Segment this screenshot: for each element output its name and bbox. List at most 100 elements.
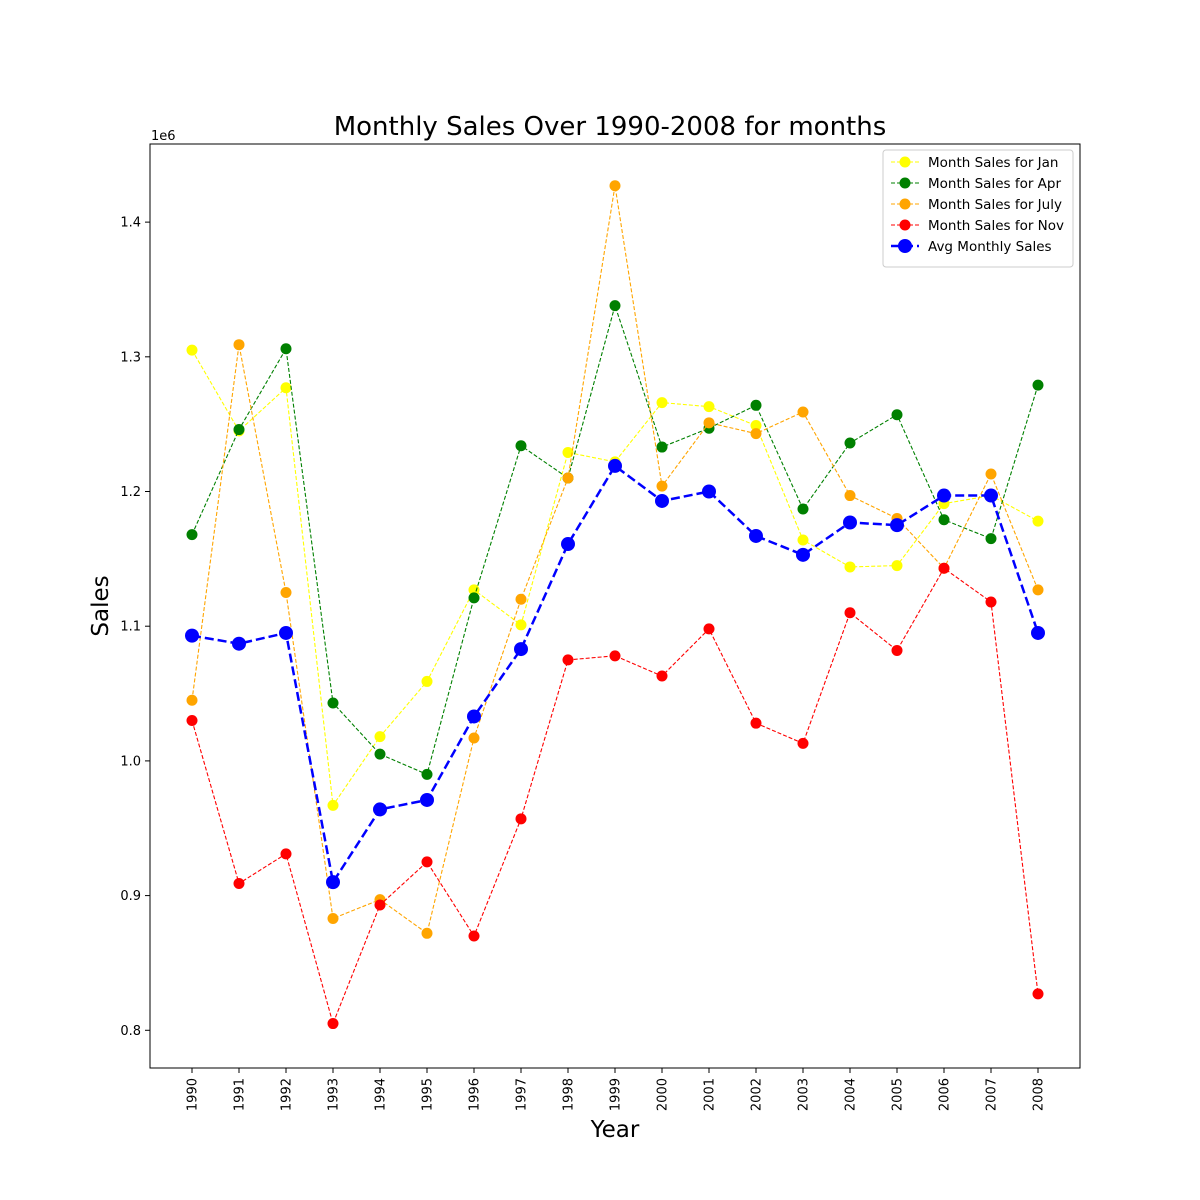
data-point [421, 856, 433, 868]
data-point [844, 607, 856, 619]
x-axis-ticks: 1990 1991 1992 1993 1994 1995 1996 1997 1998 1999… [186, 1068, 1047, 1111]
data-point [796, 547, 810, 562]
data-point [327, 799, 339, 811]
legend-marker [899, 156, 911, 168]
data-point [703, 623, 715, 635]
x-axis-title: Year [590, 1117, 640, 1143]
x-tick-label: 2005 [891, 1078, 906, 1111]
data-point [797, 406, 809, 418]
legend-label: Month Sales for Nov [928, 218, 1064, 234]
x-tick-label: 1992 [280, 1078, 295, 1111]
data-point [515, 813, 527, 825]
series-1 [186, 300, 1044, 780]
x-tick-label: 1997 [515, 1078, 530, 1111]
data-point [561, 537, 575, 552]
data-point [374, 731, 386, 743]
x-tick-label: 2003 [797, 1078, 812, 1111]
data-point [186, 529, 198, 541]
legend-box [882, 149, 1074, 268]
data-point [703, 417, 715, 429]
data-point [938, 562, 950, 574]
legend-item: Month Sales for Apr [891, 176, 1061, 192]
data-point [608, 458, 622, 473]
data-point [655, 493, 669, 508]
y-tick-label: 1.4 [120, 216, 141, 231]
data-point [421, 675, 433, 687]
data-point [797, 737, 809, 749]
data-point [844, 437, 856, 449]
data-point [233, 877, 245, 889]
data-point [1032, 988, 1044, 1000]
x-tick-label: 2002 [750, 1078, 765, 1111]
legend-item: Avg Monthly Sales [891, 239, 1052, 255]
data-point [937, 488, 951, 503]
legend-item: Month Sales for July [891, 197, 1062, 213]
y-tick-label: 1.3 [120, 350, 141, 365]
data-point [279, 625, 293, 640]
data-point [327, 1018, 339, 1030]
data-point [280, 848, 292, 860]
x-tick-label: 2004 [844, 1078, 859, 1111]
data-point [797, 503, 809, 515]
legend-marker [898, 239, 912, 253]
data-point [280, 382, 292, 394]
series-layer [185, 180, 1045, 1030]
data-point [609, 300, 621, 312]
data-point [326, 875, 340, 890]
data-point [797, 534, 809, 546]
data-point [891, 560, 903, 572]
data-point [562, 654, 574, 666]
data-point [562, 472, 574, 484]
x-tick-label: 1991 [233, 1078, 248, 1111]
data-point [515, 593, 527, 605]
data-point [327, 912, 339, 924]
legend-item: Month Sales for Jan [891, 155, 1059, 171]
data-point [374, 899, 386, 911]
data-point [1032, 584, 1044, 596]
data-point [749, 528, 763, 543]
legend-label: Month Sales for July [928, 197, 1062, 213]
data-point [891, 644, 903, 656]
data-point [1032, 379, 1044, 391]
data-point [703, 401, 715, 413]
x-tick-label: 1993 [327, 1078, 342, 1111]
data-point [280, 343, 292, 355]
data-point [1032, 515, 1044, 527]
data-point [938, 514, 950, 526]
data-point [844, 561, 856, 573]
data-point [515, 619, 527, 631]
legend: Month Sales for Jan Month Sales for Apr Mo… [882, 149, 1074, 268]
x-tick-label: 2007 [985, 1078, 1000, 1111]
data-point [609, 650, 621, 662]
series-3 [186, 562, 1044, 1030]
x-tick-label: 1990 [186, 1078, 201, 1111]
legend-item: Month Sales for Nov [891, 218, 1064, 234]
data-point [514, 642, 528, 657]
data-point [656, 397, 668, 409]
data-point [468, 584, 480, 596]
data-point [515, 440, 527, 452]
data-point [750, 420, 762, 432]
data-point [467, 709, 481, 724]
data-point [186, 714, 198, 726]
x-tick-label: 1999 [609, 1078, 624, 1111]
legend-label: Month Sales for Jan [928, 155, 1059, 171]
data-point [609, 180, 621, 192]
data-point [1031, 625, 1045, 640]
legend-marker [899, 198, 911, 210]
x-tick-label: 1994 [374, 1078, 389, 1111]
data-point [750, 428, 762, 440]
legend-marker [899, 177, 911, 189]
y-tick-label: 0.8 [120, 1024, 141, 1039]
data-point [421, 927, 433, 939]
legend-marker [899, 219, 911, 231]
data-point [656, 480, 668, 492]
data-point [186, 344, 198, 356]
x-tick-label: 1995 [421, 1078, 436, 1111]
x-tick-label: 2008 [1032, 1078, 1047, 1111]
data-point [702, 484, 716, 499]
series-2 [186, 180, 1044, 939]
data-point [185, 628, 199, 643]
x-tick-label: 2001 [703, 1078, 718, 1111]
